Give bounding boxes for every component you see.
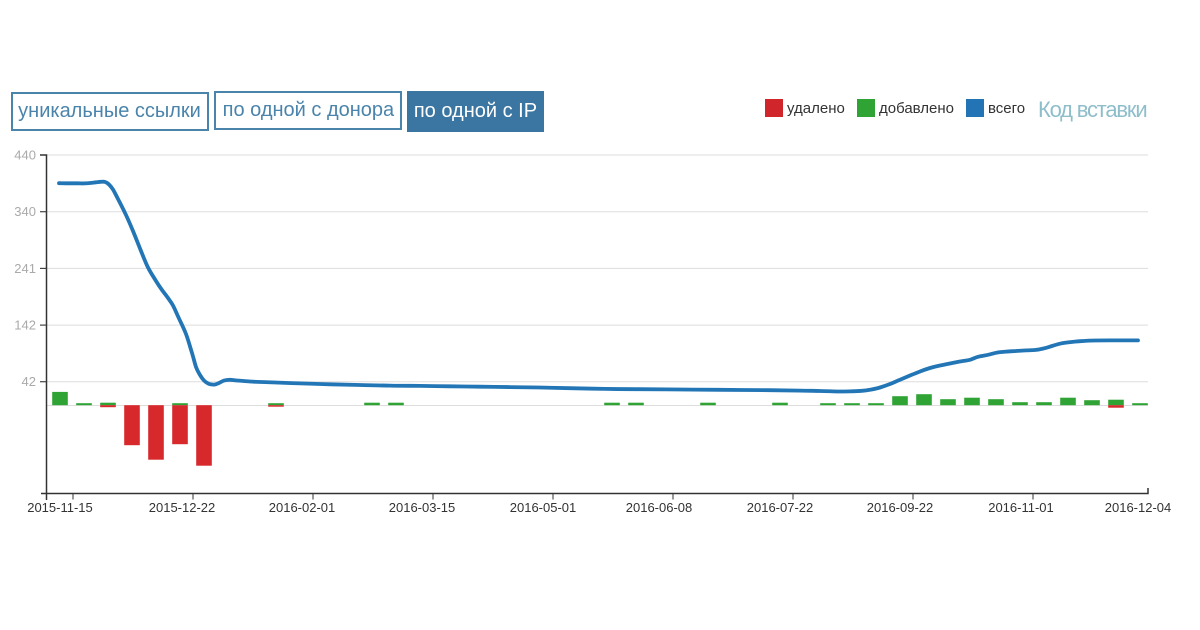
svg-text:2016-09-22: 2016-09-22	[867, 500, 934, 515]
svg-text:241: 241	[14, 261, 36, 276]
svg-text:2016-03-15: 2016-03-15	[389, 500, 456, 515]
svg-text:2016-02-01: 2016-02-01	[269, 500, 336, 515]
svg-text:2016-11-01: 2016-11-01	[988, 500, 1054, 515]
svg-text:2016-05-01: 2016-05-01	[510, 500, 577, 515]
svg-text:2016-07-22: 2016-07-22	[747, 500, 814, 515]
svg-text:2015-12-22: 2015-12-22	[149, 500, 216, 515]
svg-text:440: 440	[14, 148, 36, 163]
svg-text:142: 142	[14, 318, 36, 333]
svg-text:42: 42	[22, 374, 36, 389]
svg-text:2016-12-04: 2016-12-04	[1105, 500, 1172, 515]
svg-text:2016-06-08: 2016-06-08	[626, 500, 693, 515]
svg-text:340: 340	[14, 204, 36, 219]
svg-text:2015-11-15: 2015-11-15	[27, 500, 93, 515]
